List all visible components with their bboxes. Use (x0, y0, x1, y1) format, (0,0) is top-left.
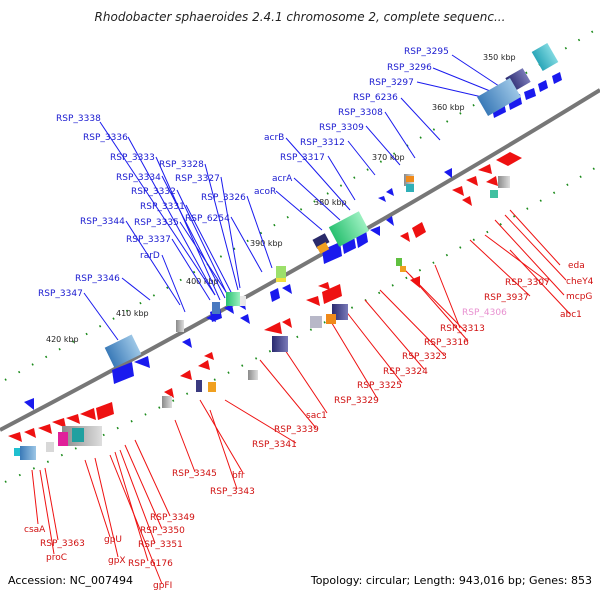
genome-summary-text: Topology: circular; Length: 943,016 bp; … (310, 574, 592, 587)
gene-label: RSP_3334 (116, 173, 161, 183)
gene-label: RSP_6254 (185, 214, 230, 224)
tick-label: 420 kbp (46, 335, 79, 344)
gene-label: mcpG (566, 292, 592, 302)
gene-label: RSP_3328 (159, 160, 204, 170)
forward-leader-lines (83, 54, 506, 341)
gene-label: acrB (264, 133, 284, 143)
gene-label: RSP_3295 (404, 47, 449, 57)
gene-label: cheY4 (566, 277, 594, 287)
gene-label: RSP_3327 (175, 174, 220, 184)
gene-label: acrA (272, 174, 293, 184)
gene-label: RSP_3339 (274, 425, 319, 435)
gene-label: RSP_3297 (369, 78, 414, 88)
gene-label: proC (46, 553, 67, 563)
tick-label: 360 kbp (432, 103, 465, 112)
gene-label: gpFI (153, 581, 172, 591)
gene-label: RSP_3325 (357, 381, 402, 391)
gene-label: RSP_3346 (75, 274, 120, 284)
scale-labels: 350 kbp 360 kbp 370 kbp 380 kbp 390 kbp … (46, 53, 516, 344)
gene-label: csaA (24, 525, 46, 535)
gene-label: RSP_3349 (150, 513, 195, 523)
feature-blocks (14, 42, 559, 460)
gene-label: RSP_3332 (131, 187, 176, 197)
tick-label: 400 kbp (186, 277, 219, 286)
tick-label: 350 kbp (483, 53, 516, 62)
tick-label: 410 kbp (116, 309, 149, 318)
gene-label: RSP_4306 (462, 308, 507, 318)
gene-label: RSP_3937 (484, 293, 529, 303)
tick-label: 370 kbp (372, 153, 405, 162)
gene-label: RSP_3329 (334, 396, 379, 406)
accession-text: Accession: NC_007494 (8, 574, 134, 587)
reverse-leader-lines (31, 209, 571, 585)
gene-label: RSP_3308 (338, 108, 383, 118)
reverse-gene-arrows (8, 152, 522, 442)
gene-label: RSP_3307 (505, 278, 550, 288)
gene-label: rarD (140, 251, 160, 261)
gene-label: RSP_3313 (440, 324, 485, 334)
gene-label: RSP_3350 (140, 526, 185, 536)
gene-label: RSP_3336 (83, 133, 128, 143)
gene-label: RSP_3345 (172, 469, 217, 479)
gene-label: RSP_3333 (110, 153, 155, 163)
gene-label: RSP_3326 (201, 193, 246, 203)
gene-label: RSP_6176 (128, 559, 173, 569)
gene-label: RSP_3331 (140, 202, 185, 212)
gene-label: RSP_3343 (210, 487, 255, 497)
gene-label: RSP_3312 (300, 138, 345, 148)
gene-label: RSP_3296 (387, 63, 432, 73)
gene-label: RSP_3347 (38, 289, 83, 299)
gene-label: RSP_3344 (80, 217, 125, 227)
gene-label: RSP_3316 (424, 338, 469, 348)
forward-labels: RSP_3295 RSP_3296 RSP_3297 RSP_6236 RSP_… (38, 47, 449, 299)
gene-label: gpU (104, 535, 122, 545)
gene-label: acoR (254, 187, 276, 197)
gene-label: RSP_3323 (402, 352, 447, 362)
tick-label: 390 kbp (250, 239, 283, 248)
gene-label: sac1 (306, 411, 327, 421)
gene-label: RSP_3338 (56, 114, 101, 124)
gene-label: abc1 (560, 310, 582, 320)
gene-label: bfr (232, 471, 245, 481)
gene-label: gpX (108, 556, 126, 566)
gene-label: RSP_3341 (252, 440, 297, 450)
chromosome-backbone (0, 88, 600, 432)
gene-label: RSP_3317 (280, 153, 325, 163)
gene-label: RSP_3337 (126, 235, 171, 245)
reverse-labels: eda cheY4 mcpG RSP_3307 abc1 RSP_3937 RS… (24, 261, 594, 591)
forward-gene-arrows (24, 72, 562, 410)
gene-label: RSP_3309 (319, 123, 364, 133)
map-title: Rhodobacter sphaeroides 2.4.1 chromosome… (94, 10, 506, 24)
gene-label: RSP_3324 (383, 367, 428, 377)
gene-label: RSP_3351 (138, 540, 183, 550)
gene-label: RSP_3335 (134, 218, 179, 228)
gene-label: RSP_3363 (40, 539, 85, 549)
gene-label: RSP_6236 (353, 93, 398, 103)
tick-label: 380 kbp (314, 198, 347, 207)
gene-label: eda (568, 261, 585, 271)
